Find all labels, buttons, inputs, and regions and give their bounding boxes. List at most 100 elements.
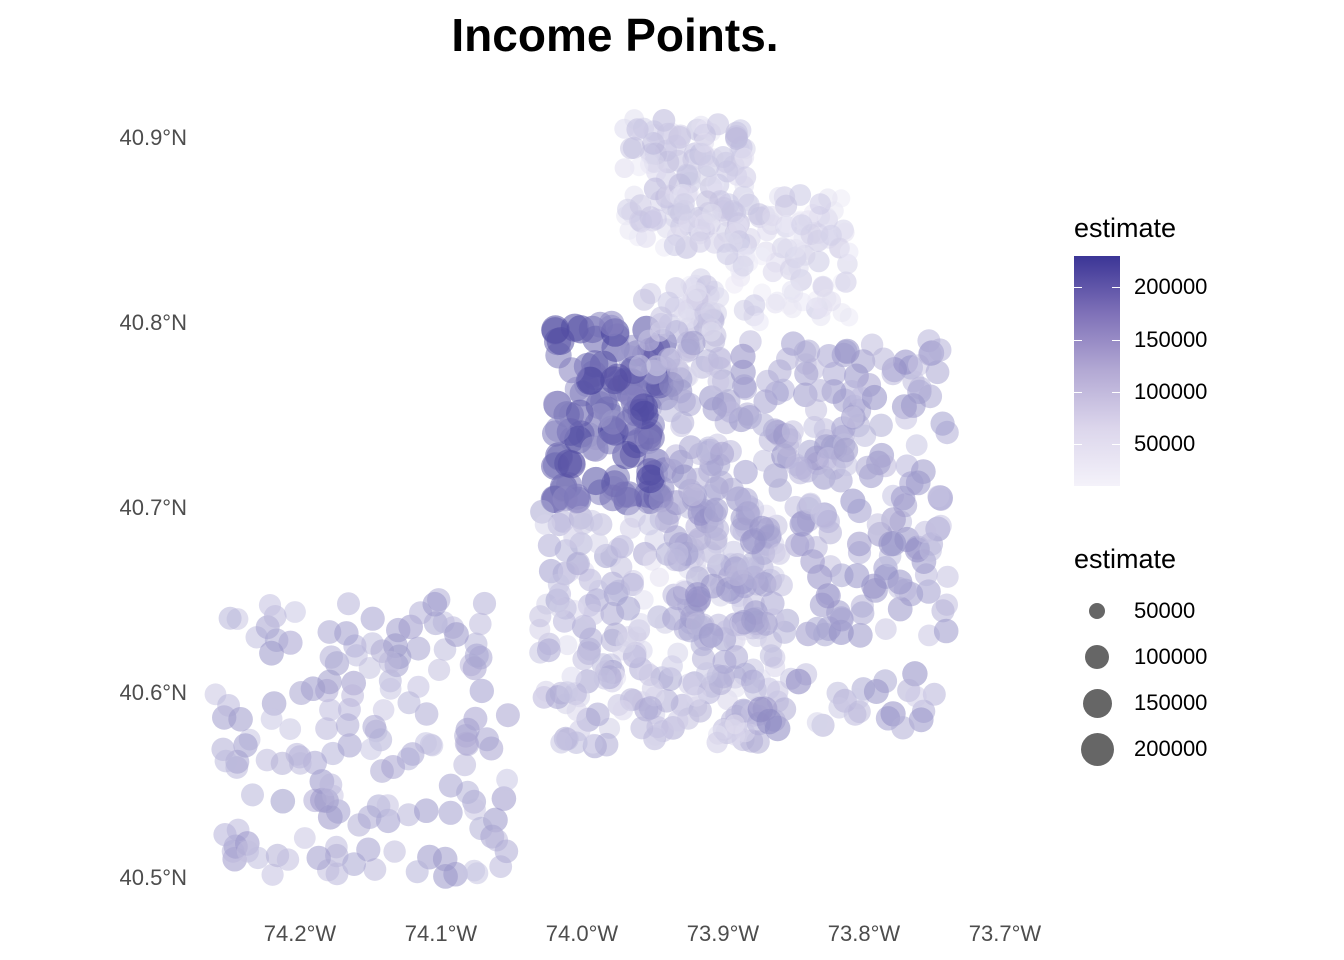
y-axis-ticks: 40.9°N 40.8°N 40.7°N 40.6°N 40.5°N [119, 125, 187, 890]
income-point [400, 742, 425, 766]
income-point [791, 214, 813, 236]
x-axis-ticks: 74.2°W 74.1°W 74.0°W 73.9°W 73.8°W 73.7°W [264, 921, 1042, 946]
y-tick-label: 40.7°N [119, 495, 187, 520]
income-point [289, 752, 312, 775]
income-point [228, 707, 253, 732]
income-point [732, 374, 757, 399]
income-point [686, 686, 707, 707]
income-point [558, 357, 585, 384]
color-legend-label: 100000 [1134, 378, 1208, 404]
income-point [817, 289, 837, 309]
income-point [372, 699, 395, 721]
income-point [360, 606, 385, 631]
income-point [444, 622, 469, 647]
x-tick-label: 74.0°W [546, 921, 619, 946]
income-point [556, 681, 578, 703]
income-point [928, 338, 952, 362]
size-legend-label: 200000 [1134, 736, 1208, 761]
income-point [534, 514, 556, 535]
income-point [809, 193, 831, 215]
income-point [629, 393, 659, 422]
income-point [706, 517, 730, 541]
income-point [768, 543, 791, 565]
income-point [841, 406, 864, 429]
income-point [720, 477, 744, 502]
income-point [678, 435, 703, 460]
income-point [799, 492, 822, 515]
x-tick-label: 73.8°W [828, 921, 901, 946]
color-legend-tick [1112, 287, 1120, 289]
income-point [874, 618, 897, 640]
plot-title: Income Points. [451, 9, 779, 61]
size-legend-title: estimate [1074, 544, 1177, 574]
color-legend-label: 50000 [1134, 431, 1196, 457]
income-point [725, 714, 745, 735]
income-point [438, 773, 463, 798]
income-point [663, 234, 686, 257]
income-point [649, 567, 670, 587]
income-point [762, 205, 783, 227]
income-point [270, 788, 296, 814]
income-point [663, 548, 687, 572]
income-point [284, 601, 306, 623]
income-point [908, 707, 934, 733]
income-point [645, 208, 667, 230]
income-point [233, 733, 258, 758]
income-point [768, 478, 792, 502]
income-point [557, 635, 578, 656]
income-point [536, 638, 561, 663]
income-point [742, 527, 767, 553]
income-point [635, 227, 656, 248]
income-point [594, 732, 619, 757]
income-point [703, 497, 729, 522]
income-point [698, 623, 724, 648]
income-point [545, 416, 571, 443]
size-legend-label: 100000 [1134, 644, 1208, 669]
income-point [214, 749, 238, 773]
income-point [360, 738, 382, 761]
income-point [588, 403, 613, 428]
income-point [662, 606, 687, 631]
income-point [547, 573, 570, 596]
size-legend-key [1085, 645, 1109, 669]
income-point [788, 257, 809, 278]
y-tick-label: 40.5°N [119, 865, 187, 890]
income-point [681, 483, 705, 507]
income-point [794, 361, 819, 386]
income-point [554, 449, 583, 478]
income-point [806, 712, 828, 733]
income-point [657, 347, 681, 371]
income-point [706, 731, 728, 754]
income-point [546, 327, 575, 355]
income-point [848, 700, 871, 724]
income-point [936, 565, 959, 588]
income-point [213, 823, 237, 847]
income-point [464, 643, 489, 668]
color-legend-label: 150000 [1134, 326, 1208, 352]
income-point [596, 428, 623, 455]
size-legend-key [1089, 603, 1105, 619]
income-point [785, 532, 810, 558]
income-point [633, 288, 656, 311]
income-point [930, 411, 955, 436]
income-point [469, 678, 494, 704]
income-point [753, 389, 778, 414]
color-legend-tick [1074, 444, 1082, 446]
income-point [463, 859, 486, 882]
income-point [927, 485, 950, 508]
income-point [702, 396, 727, 422]
income-point [734, 147, 755, 168]
income-point [537, 533, 562, 558]
income-point [578, 568, 602, 592]
size-legend-key [1082, 688, 1112, 718]
income-point [783, 299, 802, 319]
income-point [687, 282, 707, 302]
income-point [866, 513, 889, 536]
income-point [619, 517, 642, 539]
size-legend-label: 50000 [1134, 598, 1196, 623]
income-point [600, 601, 625, 626]
income-point [919, 539, 942, 562]
income-point [781, 420, 804, 443]
income-point [636, 464, 665, 494]
income-point [850, 601, 875, 625]
